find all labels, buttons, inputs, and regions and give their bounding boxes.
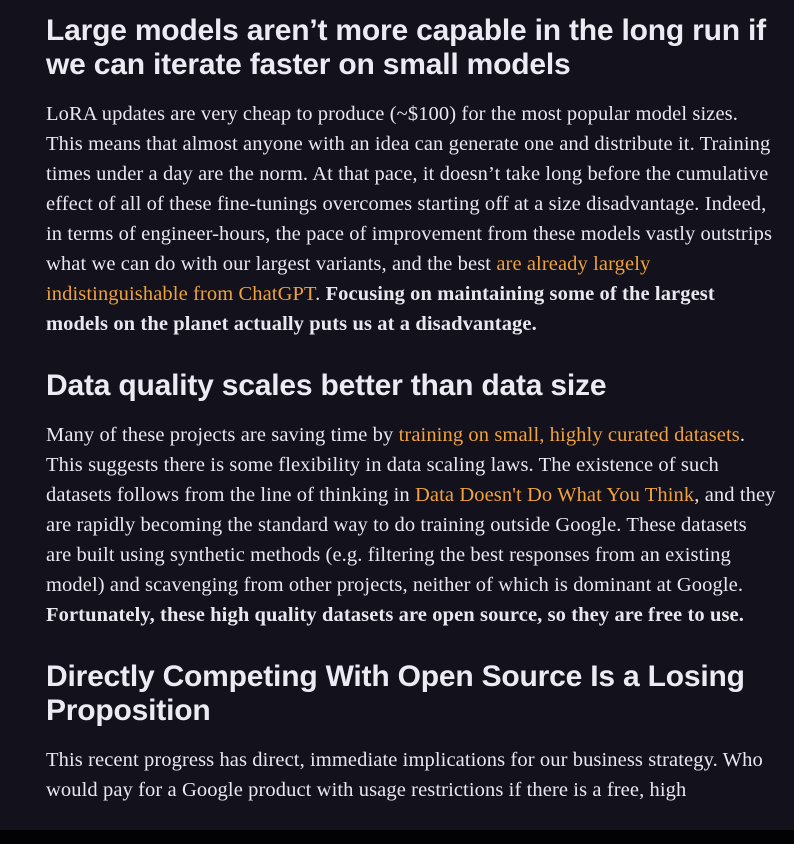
- text: Many of these projects are saving time b…: [46, 424, 399, 446]
- paragraph: LoRA updates are very cheap to produce (…: [46, 99, 776, 339]
- text: .: [315, 283, 326, 305]
- text: , and they are rapidly becoming the stan…: [46, 484, 776, 596]
- bold-text: Focusing on maintaining some of the larg…: [46, 283, 715, 335]
- text: This recent progress has direct, immedia…: [46, 749, 763, 801]
- text: LoRA updates are very cheap to produce (…: [46, 103, 773, 275]
- section-heading: Directly Competing With Open Source Is a…: [46, 660, 745, 727]
- section-heading: Large models aren’t more capable in the …: [46, 14, 766, 81]
- link-curated-datasets[interactable]: training on small, highly curated datase…: [398, 424, 740, 446]
- link-chatgpt-comparison[interactable]: are already largely indistinguishable fr…: [46, 253, 651, 305]
- link-data-doesnt-do[interactable]: Data Doesn't Do What You Think: [415, 484, 695, 506]
- text: . This suggests there is some flexibilit…: [46, 424, 746, 506]
- bottom-overlay: [0, 830, 794, 844]
- paragraph: This recent progress has direct, immedia…: [46, 745, 776, 805]
- section-heading: Data quality scales better than data siz…: [46, 369, 607, 402]
- bold-text: Fortunately, these high quality datasets…: [46, 604, 744, 626]
- paragraph: Many of these projects are saving time b…: [46, 420, 776, 630]
- article-body: Large models aren’t more capable in the …: [46, 14, 776, 835]
